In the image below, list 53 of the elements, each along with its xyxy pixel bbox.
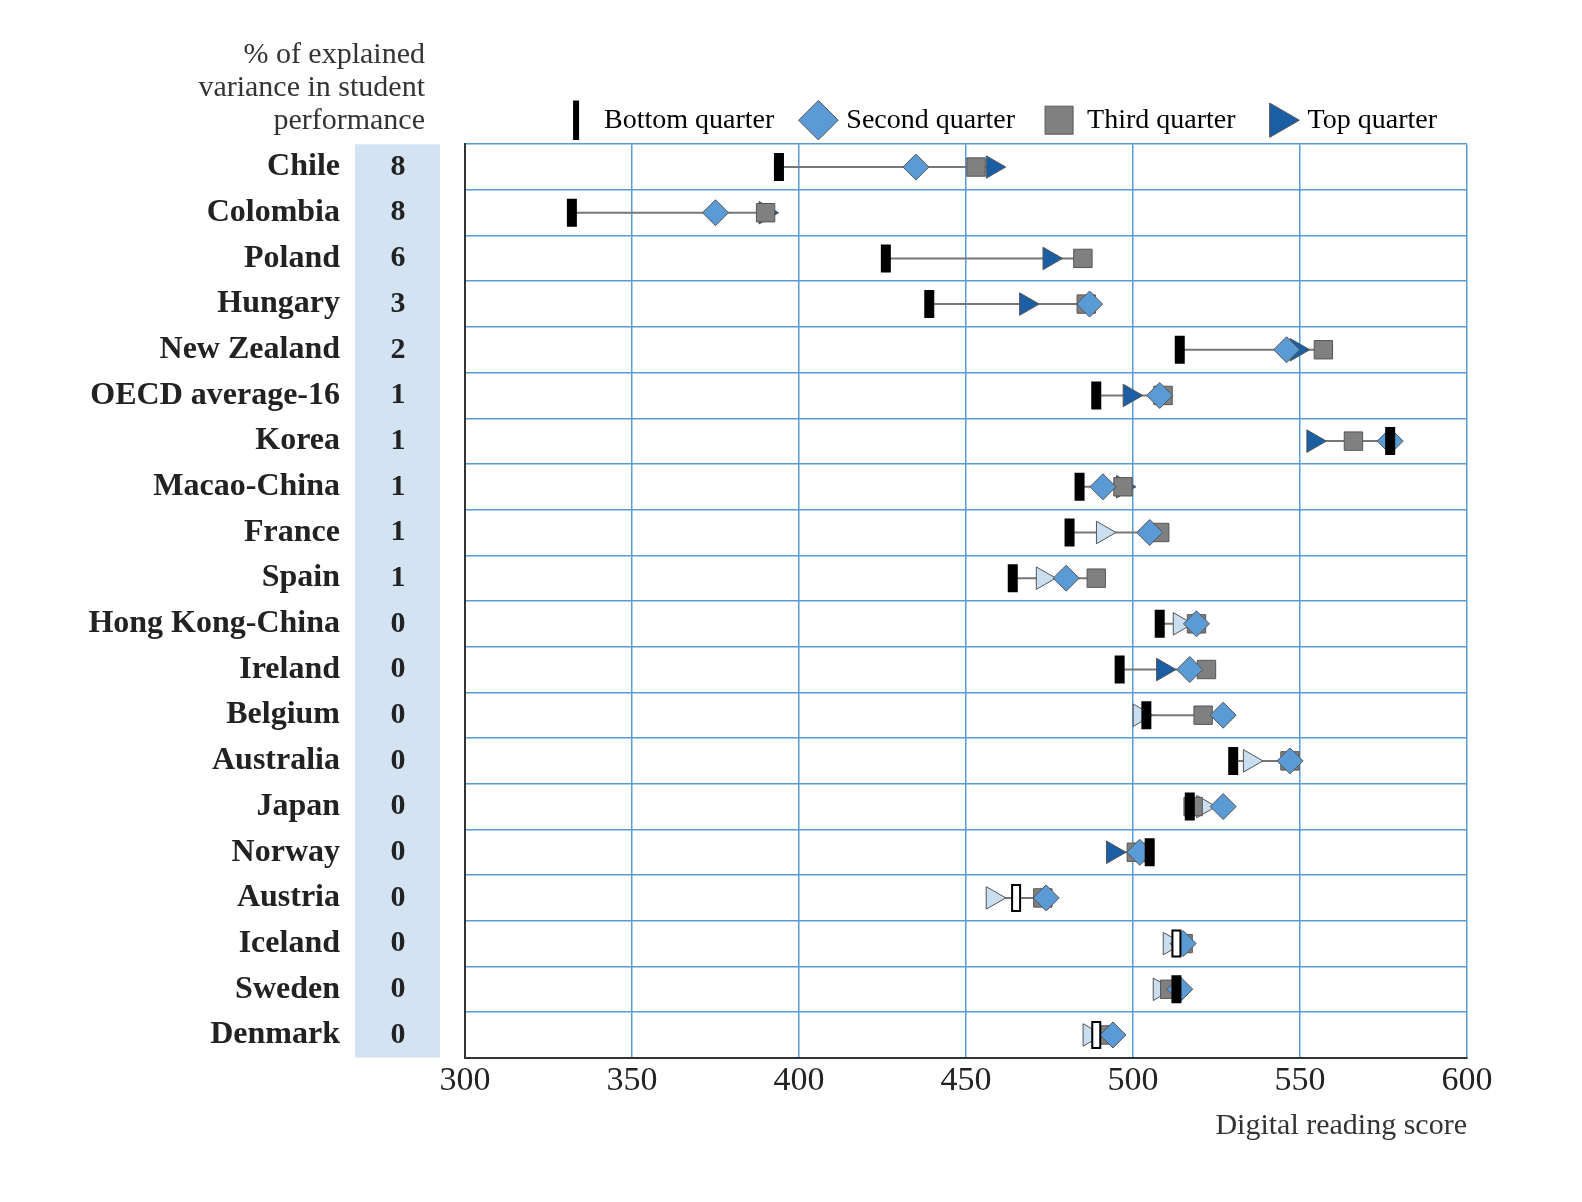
- text: 1: [390, 421, 406, 455]
- text: 0: [390, 970, 406, 1004]
- text: 2: [390, 330, 406, 364]
- y-tick-label: Iceland: [238, 922, 341, 959]
- text: 3: [390, 284, 406, 318]
- text: 1: [390, 558, 406, 592]
- text: 0: [390, 695, 406, 729]
- y-tick-label: Hungary: [217, 283, 340, 320]
- y-tick-label: Norway: [231, 831, 340, 868]
- x-tick-label: 500: [1107, 1060, 1159, 1098]
- y-tick-label: New Zealand: [159, 329, 341, 366]
- x-tick-label: 600: [1441, 1060, 1493, 1098]
- text: 0: [390, 604, 406, 638]
- text: 0: [390, 1015, 406, 1049]
- legend-label: Second quarter: [846, 102, 1016, 134]
- text: 1: [390, 513, 406, 547]
- y-tick-label: Korea: [255, 420, 340, 457]
- y-tick-label: Austria: [236, 877, 340, 914]
- text: % of explained variance in student performance: [198, 36, 426, 136]
- text: 6: [390, 239, 406, 273]
- y-tick-label: Colombia: [206, 191, 340, 228]
- text: 8: [390, 193, 406, 227]
- y-tick-label: Spain: [261, 557, 341, 594]
- y-tick-label: Chile: [267, 146, 340, 183]
- text: 0: [390, 878, 406, 912]
- y-tick-label: Sweden: [235, 968, 341, 1005]
- y-tick-label: Denmark: [210, 1014, 341, 1051]
- text: 0: [390, 787, 406, 821]
- x-tick-label: 300: [439, 1060, 491, 1098]
- y-tick-label: France: [244, 511, 340, 548]
- x-tick-label: 400: [773, 1060, 825, 1098]
- x-tick-label: 550: [1274, 1060, 1326, 1098]
- y-tick-label: Japan: [256, 785, 341, 822]
- legend-label: Top quarter: [1307, 102, 1438, 134]
- legend-label: Bottom quarter: [604, 102, 776, 134]
- y-tick-label: Belgium: [226, 694, 341, 731]
- x-tick-label: 450: [940, 1060, 992, 1098]
- x-axis-title: Digital reading score: [1215, 1107, 1467, 1141]
- y-tick-label: Australia: [212, 740, 340, 777]
- x-tick-label: 350: [606, 1060, 658, 1098]
- y-tick-label: Macao-China: [153, 466, 340, 503]
- text: 0: [390, 650, 406, 684]
- text: 0: [390, 741, 406, 775]
- y-tick-label: Ireland: [239, 648, 341, 685]
- text: 1: [390, 467, 406, 501]
- y-tick-label: OECD average-16: [90, 374, 340, 411]
- text: 0: [390, 832, 406, 866]
- y-tick-label: Hong Kong-China: [88, 603, 340, 640]
- legend-label: Third quarter: [1087, 102, 1237, 134]
- text: 8: [390, 147, 406, 181]
- text: 1: [390, 376, 406, 410]
- y-tick-label: Poland: [243, 237, 341, 274]
- text: 0: [390, 924, 406, 958]
